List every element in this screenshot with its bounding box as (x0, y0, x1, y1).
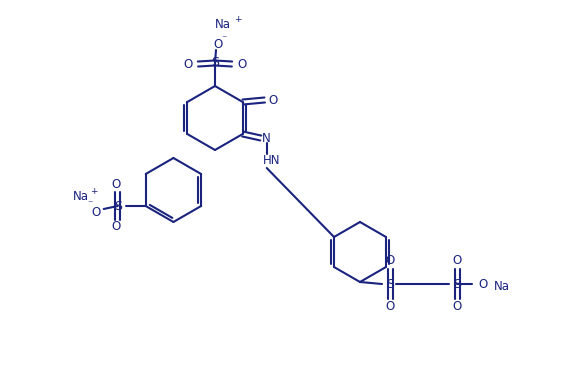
Text: O: O (385, 254, 395, 267)
Text: S: S (113, 200, 122, 213)
Text: O: O (452, 254, 461, 267)
Text: N: N (262, 132, 271, 144)
Text: Na: Na (215, 19, 231, 31)
Text: ⁻: ⁻ (221, 34, 227, 44)
Text: O: O (385, 301, 395, 313)
Text: +: + (234, 16, 242, 25)
Text: +: + (90, 186, 97, 195)
Text: S: S (386, 278, 394, 291)
Text: O: O (268, 94, 277, 107)
Text: O: O (478, 278, 487, 291)
Text: O: O (111, 179, 120, 191)
Text: O: O (452, 301, 461, 313)
Text: O: O (237, 57, 247, 70)
Text: ⁻: ⁻ (87, 199, 93, 209)
Text: O: O (111, 220, 120, 233)
Text: Na: Na (494, 279, 510, 292)
Text: S: S (453, 278, 461, 291)
Text: O: O (213, 38, 223, 50)
Text: HN: HN (263, 154, 280, 167)
Text: S: S (211, 56, 219, 69)
Text: Na: Na (73, 189, 89, 203)
Text: O: O (91, 206, 100, 219)
Text: O: O (183, 57, 192, 70)
